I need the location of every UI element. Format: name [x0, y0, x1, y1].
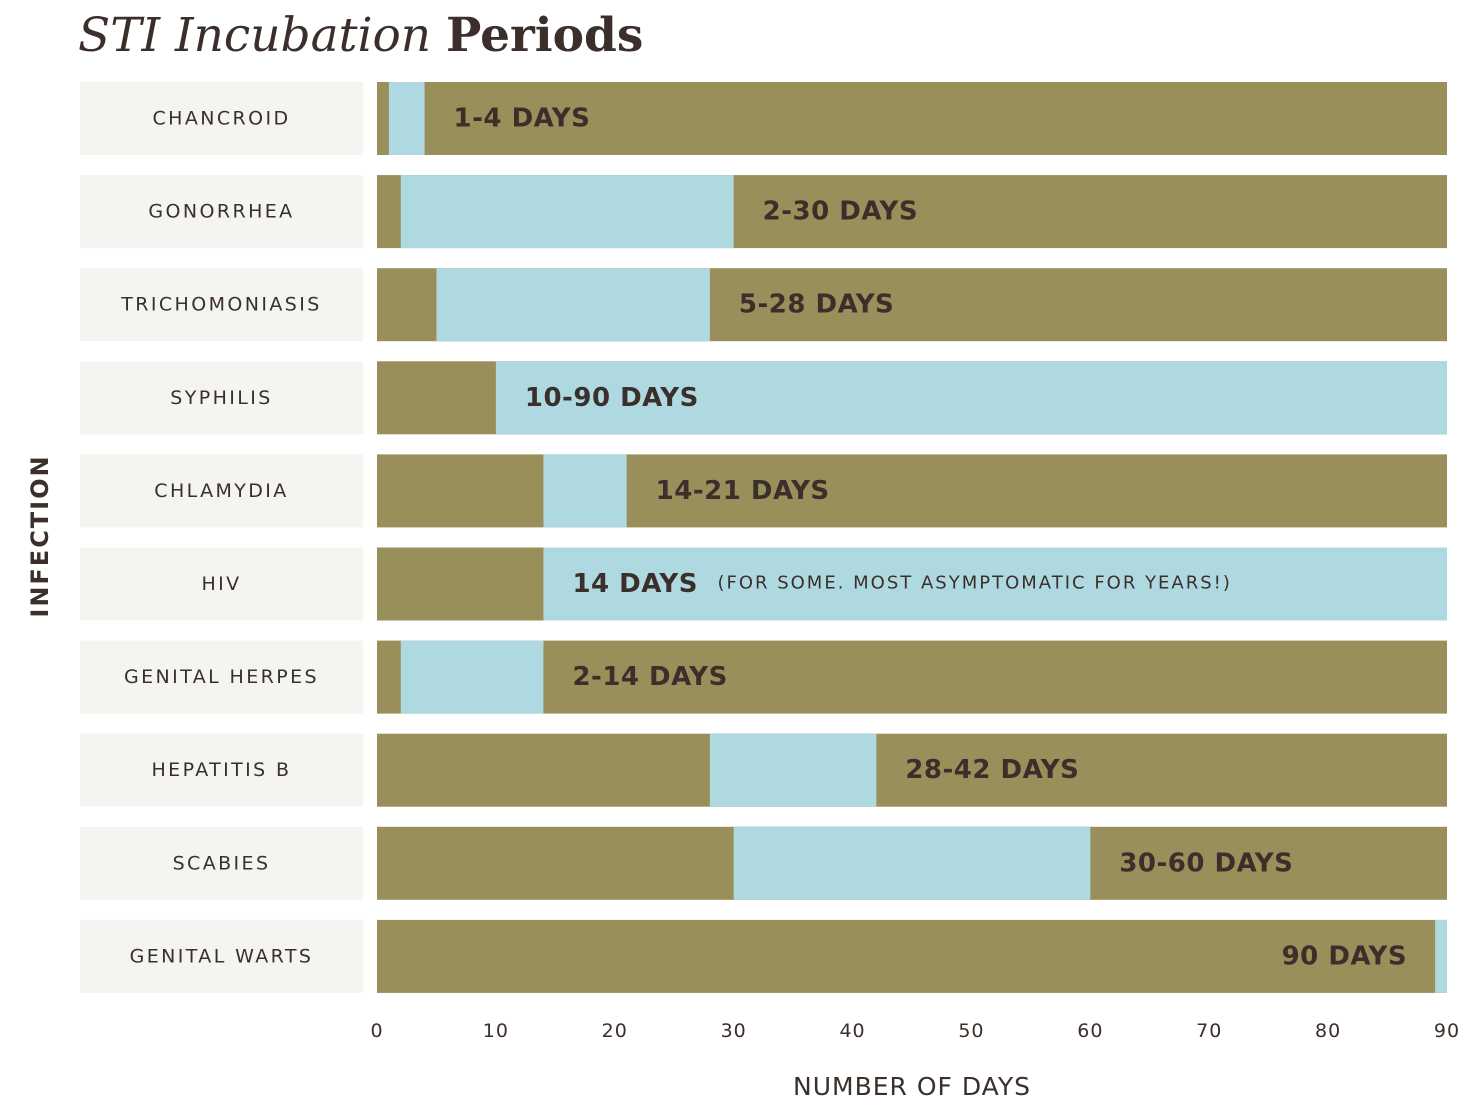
range-label: 14-21 DAYS: [656, 476, 830, 506]
category-label: CHANCROID: [152, 108, 290, 130]
incubation-range-bar: [543, 454, 627, 528]
category-label-box: [80, 640, 363, 714]
range-label: 30-60 DAYS: [1119, 848, 1293, 878]
category-label: HEPATITIS B: [151, 759, 291, 781]
bar-track: [377, 640, 1447, 714]
chart-title-bold: Periods: [446, 8, 644, 63]
incubation-range-bar: [1435, 919, 1447, 993]
x-axis-label: NUMBER OF DAYS: [793, 1072, 1031, 1101]
range-label: 28-42 DAYS: [905, 755, 1079, 785]
incubation-range-bar: [543, 547, 1447, 621]
incubation-range-bar: [400, 175, 734, 249]
x-tick-label: 60: [1077, 1020, 1103, 1042]
range-label: 10-90 DAYS: [525, 383, 699, 413]
bar-track: [377, 733, 1447, 807]
category-label: SYPHILIS: [170, 387, 272, 409]
range-label: 14 DAYS: [572, 569, 698, 599]
incubation-range-bar: [733, 826, 1091, 900]
category-label: SCABIES: [173, 852, 271, 874]
x-tick-label: 90: [1434, 1020, 1460, 1042]
category-label-box: [80, 826, 363, 900]
x-tick-label: 20: [602, 1020, 628, 1042]
category-label-box: [80, 454, 363, 528]
category-label-box: [80, 733, 363, 807]
x-tick-label: 40: [839, 1020, 865, 1042]
x-tick-label: 30: [721, 1020, 747, 1042]
category-label-box: [80, 919, 363, 993]
category-label-box: [80, 175, 363, 249]
range-label: 90 DAYS: [1282, 941, 1408, 971]
bar-track: [377, 919, 1447, 993]
incubation-range-bar: [400, 640, 544, 714]
range-label: 1-4 DAYS: [454, 104, 591, 134]
category-label: GENITAL HERPES: [124, 666, 319, 688]
category-label: CHLAMYDIA: [154, 480, 288, 502]
x-tick-label: 70: [1196, 1020, 1222, 1042]
chart-title: STI Incubation Periods: [78, 6, 643, 66]
x-tick-label: 50: [958, 1020, 984, 1042]
category-label-box: [80, 82, 363, 155]
category-label-box: [80, 268, 363, 342]
bar-track: [377, 82, 1447, 155]
x-tick-label: 10: [483, 1020, 509, 1042]
category-label: HIV: [201, 573, 241, 595]
incubation-range-bar: [388, 82, 425, 155]
category-label: GONORRHEA: [148, 201, 294, 223]
incubation-range-bar: [709, 733, 877, 807]
category-label: TRICHOMONIASIS: [120, 294, 321, 316]
range-note: (FOR SOME. MOST ASYMPTOMATIC FOR YEARS!): [717, 573, 1231, 594]
chart-title-italic: STI Incubation: [78, 8, 432, 63]
x-tick-label: 0: [370, 1020, 383, 1042]
range-label: 2-30 DAYS: [763, 197, 918, 227]
incubation-range-bar: [495, 361, 1447, 435]
x-tick-label: 80: [1315, 1020, 1341, 1042]
category-label-box: [80, 547, 363, 621]
bar-track: [377, 454, 1447, 528]
incubation-range-bar: [436, 268, 710, 342]
range-label: 2-14 DAYS: [572, 662, 727, 692]
range-label: 5-28 DAYS: [739, 290, 894, 320]
category-label: GENITAL WARTS: [130, 945, 314, 967]
category-label-box: [80, 361, 363, 435]
